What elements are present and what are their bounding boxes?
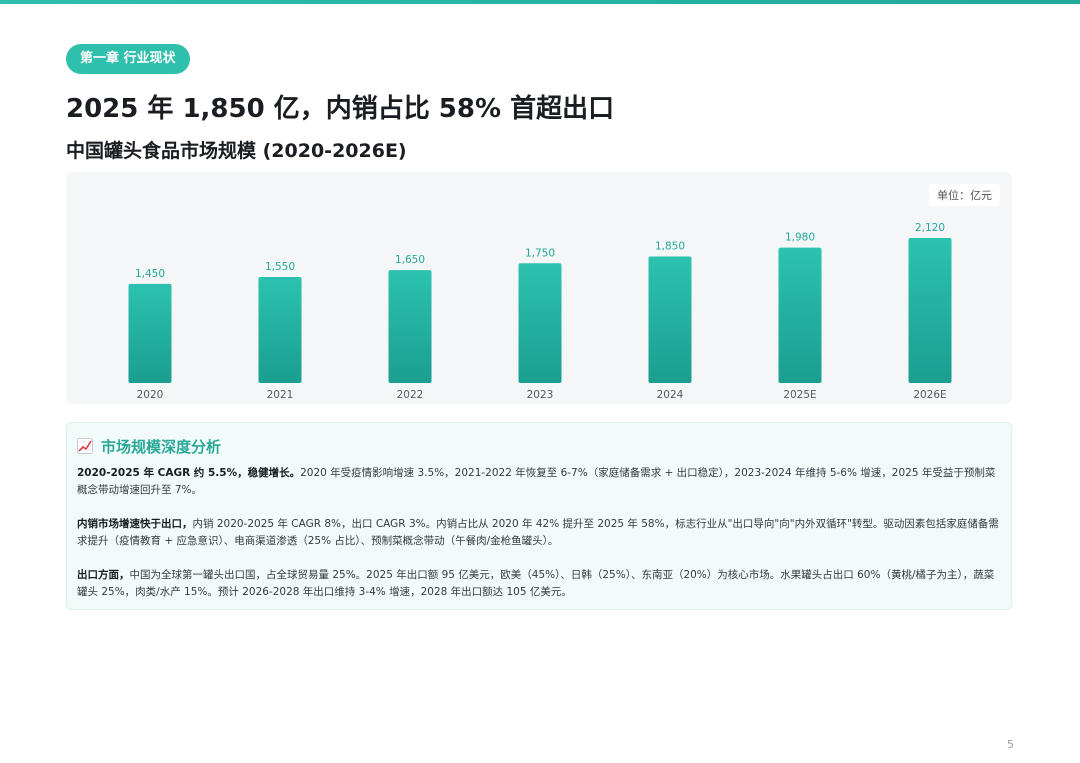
bar-2021 bbox=[258, 276, 302, 383]
analysis-paragraph-domestic: 内销市场增速快于出口，内销 2020-2025 年 CAGR 8%，出口 CAG… bbox=[77, 516, 1001, 550]
value-label-2026E: 2,120 bbox=[915, 222, 945, 234]
unit-label: 单位：亿元 bbox=[929, 184, 1000, 206]
value-label-2025E: 1,980 bbox=[785, 232, 815, 244]
bar-chart: 1,450 2020 1,550 2021 1,650 2022 1,750 2023 1,85… bbox=[128, 222, 952, 401]
bar-2025E bbox=[778, 247, 822, 383]
tick-label-2021: 2021 bbox=[267, 389, 294, 401]
bar-2023 bbox=[518, 263, 562, 383]
paragraph-body: 中国为全球第一罐头出口国，占全球贸易量 25%。2025 年出口额 95 亿美元… bbox=[77, 569, 995, 598]
tick-label-2024: 2024 bbox=[657, 389, 684, 401]
paragraph-lead: 出口方面， bbox=[77, 569, 130, 581]
bar-2026E bbox=[908, 238, 952, 383]
analysis-paragraph-export: 出口方面，中国为全球第一罐头出口国，占全球贸易量 25%。2025 年出口额 9… bbox=[77, 567, 1001, 601]
analysis-header: 市场规模深度分析 bbox=[77, 435, 1001, 457]
bar-2022 bbox=[388, 270, 432, 383]
paragraph-lead: 2020-2025 年 CAGR 约 5.5%，稳健增长。 bbox=[77, 467, 301, 479]
paragraph-body: 2020 年受疫情影响增速 3.5%，2021-2022 年恢复至 6-7%（家… bbox=[77, 467, 996, 496]
analysis-title: 市场规模深度分析 bbox=[101, 437, 222, 456]
chapter-tag: 第一章 行业现状 bbox=[66, 44, 190, 74]
analysis-paragraph-cagr: 2020-2025 年 CAGR 约 5.5%，稳健增长。2020 年受疫情影响… bbox=[77, 465, 1001, 499]
value-label-2023: 1,750 bbox=[525, 247, 555, 259]
chart-increasing-icon bbox=[77, 438, 93, 454]
value-label-2022: 1,650 bbox=[395, 254, 425, 266]
tick-label-2023: 2023 bbox=[527, 389, 554, 401]
paragraph-body: 内销 2020-2025 年 CAGR 8%，出口 CAGR 3%。内销占比从 … bbox=[77, 518, 999, 547]
bar-2020 bbox=[128, 283, 172, 383]
tick-label-2022: 2022 bbox=[397, 389, 424, 401]
tick-label-2020: 2020 bbox=[137, 389, 164, 401]
tick-label-2025E: 2025E bbox=[783, 389, 816, 401]
tick-label-2026E: 2026E bbox=[913, 389, 946, 401]
value-label-2020: 1,450 bbox=[135, 268, 165, 280]
paragraph-lead: 内销市场增速快于出口， bbox=[77, 518, 193, 530]
page-number: 5 bbox=[1007, 738, 1014, 751]
top-accent-bar bbox=[0, 0, 1080, 4]
analysis-box: 市场规模深度分析 2020-2025 年 CAGR 约 5.5%，稳健增长。20… bbox=[66, 422, 1012, 610]
value-label-2024: 1,850 bbox=[655, 240, 685, 252]
value-label-2021: 1,550 bbox=[265, 261, 295, 273]
bar-chart-panel: 单位：亿元 1,450 2020 1,550 2021 1,650 2022 1,750 20… bbox=[66, 172, 1012, 404]
bar-2024 bbox=[648, 256, 692, 383]
page-title: 2025 年 1,850 亿，内销占比 58% 首超出口 bbox=[66, 94, 615, 124]
chart-title: 中国罐头食品市场规模 (2020-2026E) bbox=[66, 140, 407, 162]
